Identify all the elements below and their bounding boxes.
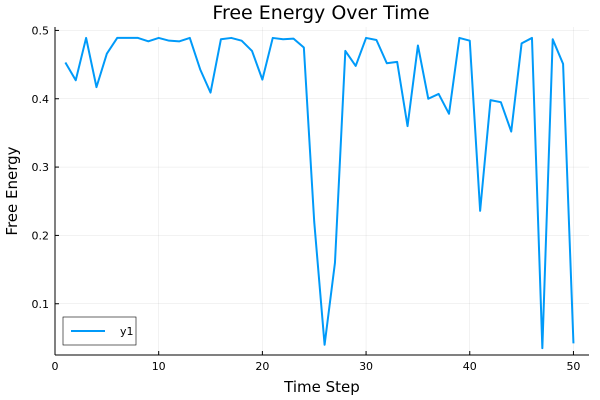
legend: y1 [62,316,137,346]
legend-label: y1 [120,325,134,338]
axes [54,27,589,356]
x-tick-label: 40 [463,360,477,373]
chart-title: Free Energy Over Time [212,2,429,24]
ticks: 0 10 20 30 40 50 0.1 0.2 0.3 0.4 0.5 [32,24,581,373]
y-tick-label: 0.3 [32,161,50,174]
x-tick-label: 0 [52,360,59,373]
y-tick-label: 0.4 [32,93,50,106]
y-axis-label: Free Energy [3,146,21,235]
x-tick-label: 50 [566,360,580,373]
series-line [64,36,575,350]
y-tick-label: 0.1 [32,298,50,311]
y-tick-label: 0.5 [32,24,50,37]
grid [54,27,589,355]
x-tick-label: 30 [359,360,373,373]
x-tick-label: 10 [152,360,166,373]
series-group [64,36,575,350]
x-tick-label: 20 [255,360,269,373]
x-axis-label: Time Step [283,378,360,396]
y-tick-label: 0.2 [32,229,50,242]
